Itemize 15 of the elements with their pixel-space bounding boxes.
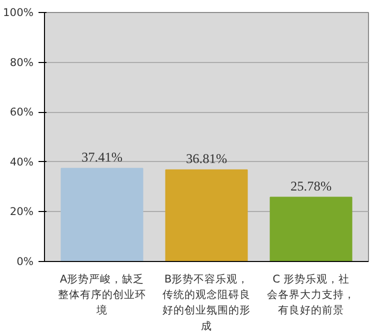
y-tick-label: 0% xyxy=(16,255,34,268)
x-tick-label: B形势不容乐观，传统的观念阻碍良好的创业氛围的形成 xyxy=(162,272,250,332)
data-label: 37.41% xyxy=(81,149,123,164)
bar xyxy=(165,169,248,262)
y-tick-label: 80% xyxy=(10,56,34,69)
x-tick-label: C 形势乐观，社会各界大力支持，有良好的前景 xyxy=(267,272,356,317)
bar xyxy=(270,196,352,262)
data-label: 25.78% xyxy=(290,178,332,194)
data-label: 36.81% xyxy=(186,150,228,166)
y-tick-label: 20% xyxy=(10,205,34,218)
y-tick-label: 100% xyxy=(3,6,34,19)
y-tick-label: 60% xyxy=(10,106,34,119)
bar xyxy=(60,168,144,262)
x-tick-label: A形势严峻，缺乏整体有序的创业环境 xyxy=(58,272,146,317)
y-tick-label: 40% xyxy=(10,155,34,168)
